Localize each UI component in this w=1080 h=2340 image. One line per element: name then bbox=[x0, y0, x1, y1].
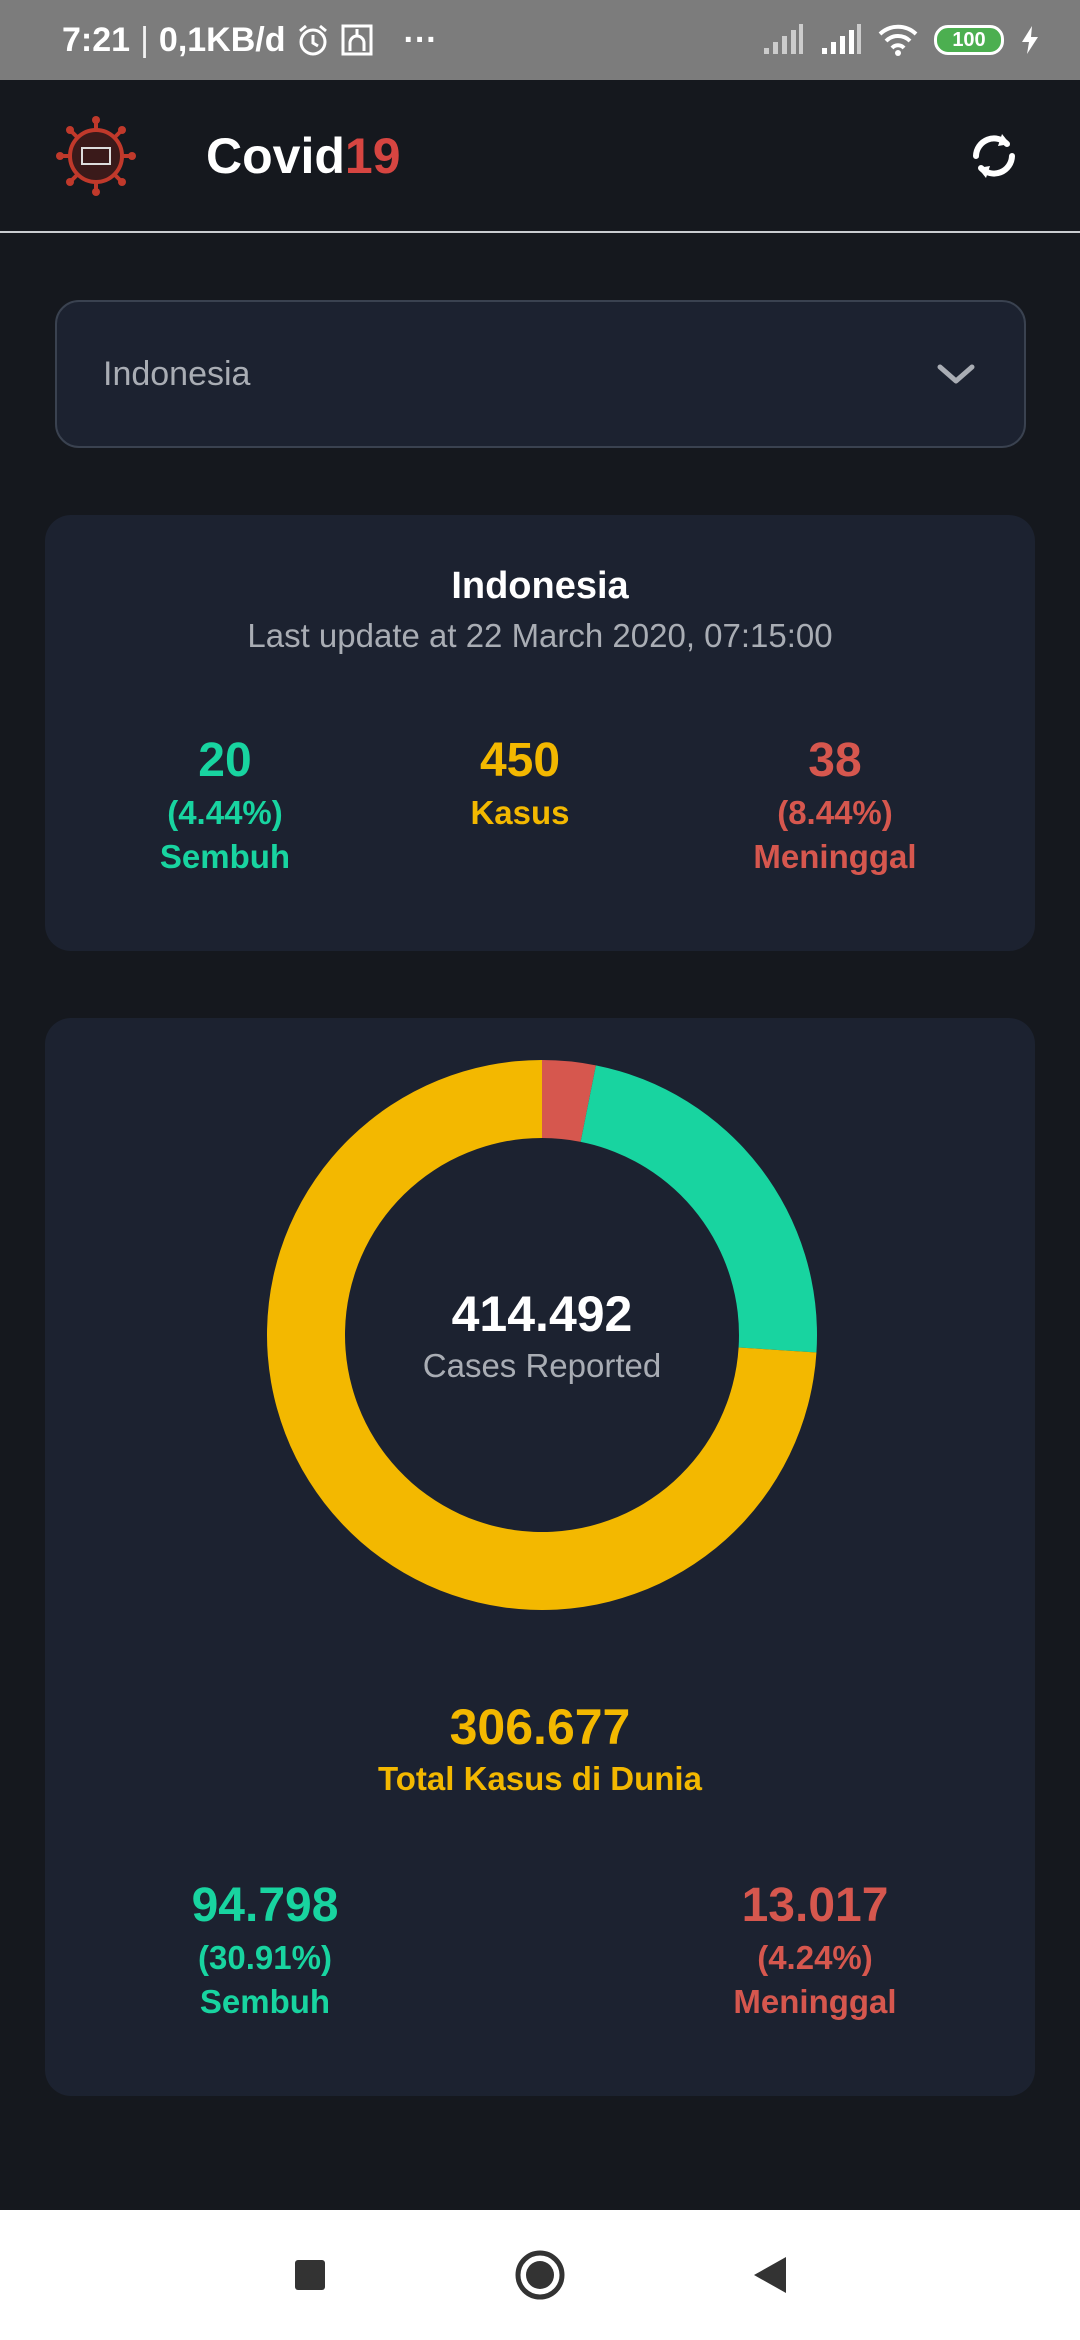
world-total-label: Total Kasus di Dunia bbox=[378, 1760, 702, 1797]
world-stats-card: 414.492 Cases Reported 306.677 Total Kas… bbox=[45, 1018, 1035, 2096]
world-deaths-value: 13.017 bbox=[741, 1879, 889, 1932]
world-recovered: 94.798 (30.91%) Sembuh bbox=[120, 1878, 410, 2021]
donut-caption: Cases Reported bbox=[422, 1347, 662, 1384]
app-bar: Covid19 bbox=[0, 80, 1080, 233]
country-deaths-percent: (8.44%) bbox=[777, 794, 893, 831]
status-bar: 7:21 | 0,1KB/d ··· 100 bbox=[0, 0, 1080, 80]
world-recovered-label: Sembuh bbox=[199, 1983, 331, 2020]
mosque-icon bbox=[340, 23, 374, 57]
alarm-icon bbox=[296, 23, 330, 57]
country-recovered-percent: (4.44%) bbox=[167, 794, 283, 831]
country-cases: 450 Kasus bbox=[400, 733, 640, 832]
more-indicator: ··· bbox=[403, 20, 438, 59]
country-select[interactable]: Indonesia bbox=[55, 300, 1026, 448]
world-deaths-percent: (4.24%) bbox=[757, 1939, 873, 1976]
country-recovered: 20 (4.44%) Sembuh bbox=[105, 733, 345, 876]
world-deaths: 13.017 (4.24%) Meninggal bbox=[670, 1878, 960, 2021]
back-icon bbox=[754, 2257, 786, 2293]
world-recovered-value: 94.798 bbox=[191, 1879, 339, 1932]
donut-total-value: 414.492 bbox=[451, 1286, 633, 1342]
country-recovered-value: 20 bbox=[198, 734, 252, 787]
recents-button[interactable] bbox=[280, 2245, 340, 2305]
app-title: Covid19 bbox=[206, 127, 401, 185]
home-icon bbox=[515, 2250, 565, 2300]
back-button[interactable] bbox=[740, 2245, 800, 2305]
donut-chart: 414.492 Cases Reported bbox=[267, 1060, 817, 1610]
wifi-icon bbox=[878, 24, 918, 56]
country-deaths-value: 38 bbox=[808, 734, 862, 787]
virus-logo-icon bbox=[56, 115, 136, 196]
battery-icon: 100 bbox=[934, 25, 1004, 55]
world-recovered-percent: (30.91%) bbox=[198, 1939, 332, 1976]
system-nav-bar bbox=[0, 2210, 1080, 2340]
network-speed: 0,1KB/d bbox=[158, 20, 286, 59]
refresh-icon bbox=[973, 133, 1015, 178]
country-select-value: Indonesia bbox=[103, 354, 251, 393]
donut-chart-svg bbox=[267, 1060, 817, 1610]
donut-center: 414.492 Cases Reported bbox=[267, 1060, 817, 1610]
charging-icon bbox=[1020, 24, 1040, 56]
status-right: 100 bbox=[762, 24, 1040, 56]
status-left: 7:21 | 0,1KB/d ··· bbox=[62, 21, 437, 60]
last-update-text: Last update at 22 March 2020, 07:15:00 bbox=[247, 617, 833, 654]
signal-icon bbox=[820, 24, 862, 56]
refresh-button[interactable] bbox=[964, 126, 1024, 186]
country-stats-card: Indonesia Last update at 22 March 2020, … bbox=[45, 515, 1035, 951]
app-title-accent: 19 bbox=[344, 127, 401, 184]
app-title-main: Covid bbox=[206, 127, 345, 184]
country-cases-value: 450 bbox=[479, 734, 561, 787]
world-total: 306.677 Total Kasus di Dunia bbox=[45, 1698, 1035, 1798]
country-name: Indonesia bbox=[451, 565, 629, 607]
recents-icon bbox=[295, 2260, 325, 2290]
status-time: 7:21 bbox=[62, 20, 131, 59]
status-separator: | bbox=[140, 20, 149, 59]
country-deaths: 38 (8.44%) Meninggal bbox=[680, 733, 990, 876]
world-total-value: 306.677 bbox=[449, 1699, 631, 1755]
country-deaths-label: Meninggal bbox=[753, 838, 917, 875]
donut-slice-sembuh bbox=[580, 1065, 817, 1353]
home-button[interactable] bbox=[510, 2245, 570, 2305]
country-recovered-label: Sembuh bbox=[159, 838, 291, 875]
chevron-down-icon bbox=[934, 352, 978, 396]
donut-slice-meninggal bbox=[542, 1060, 596, 1142]
signal-icon bbox=[762, 24, 804, 56]
world-deaths-label: Meninggal bbox=[733, 1983, 897, 2020]
country-cases-label: Kasus bbox=[470, 794, 570, 831]
